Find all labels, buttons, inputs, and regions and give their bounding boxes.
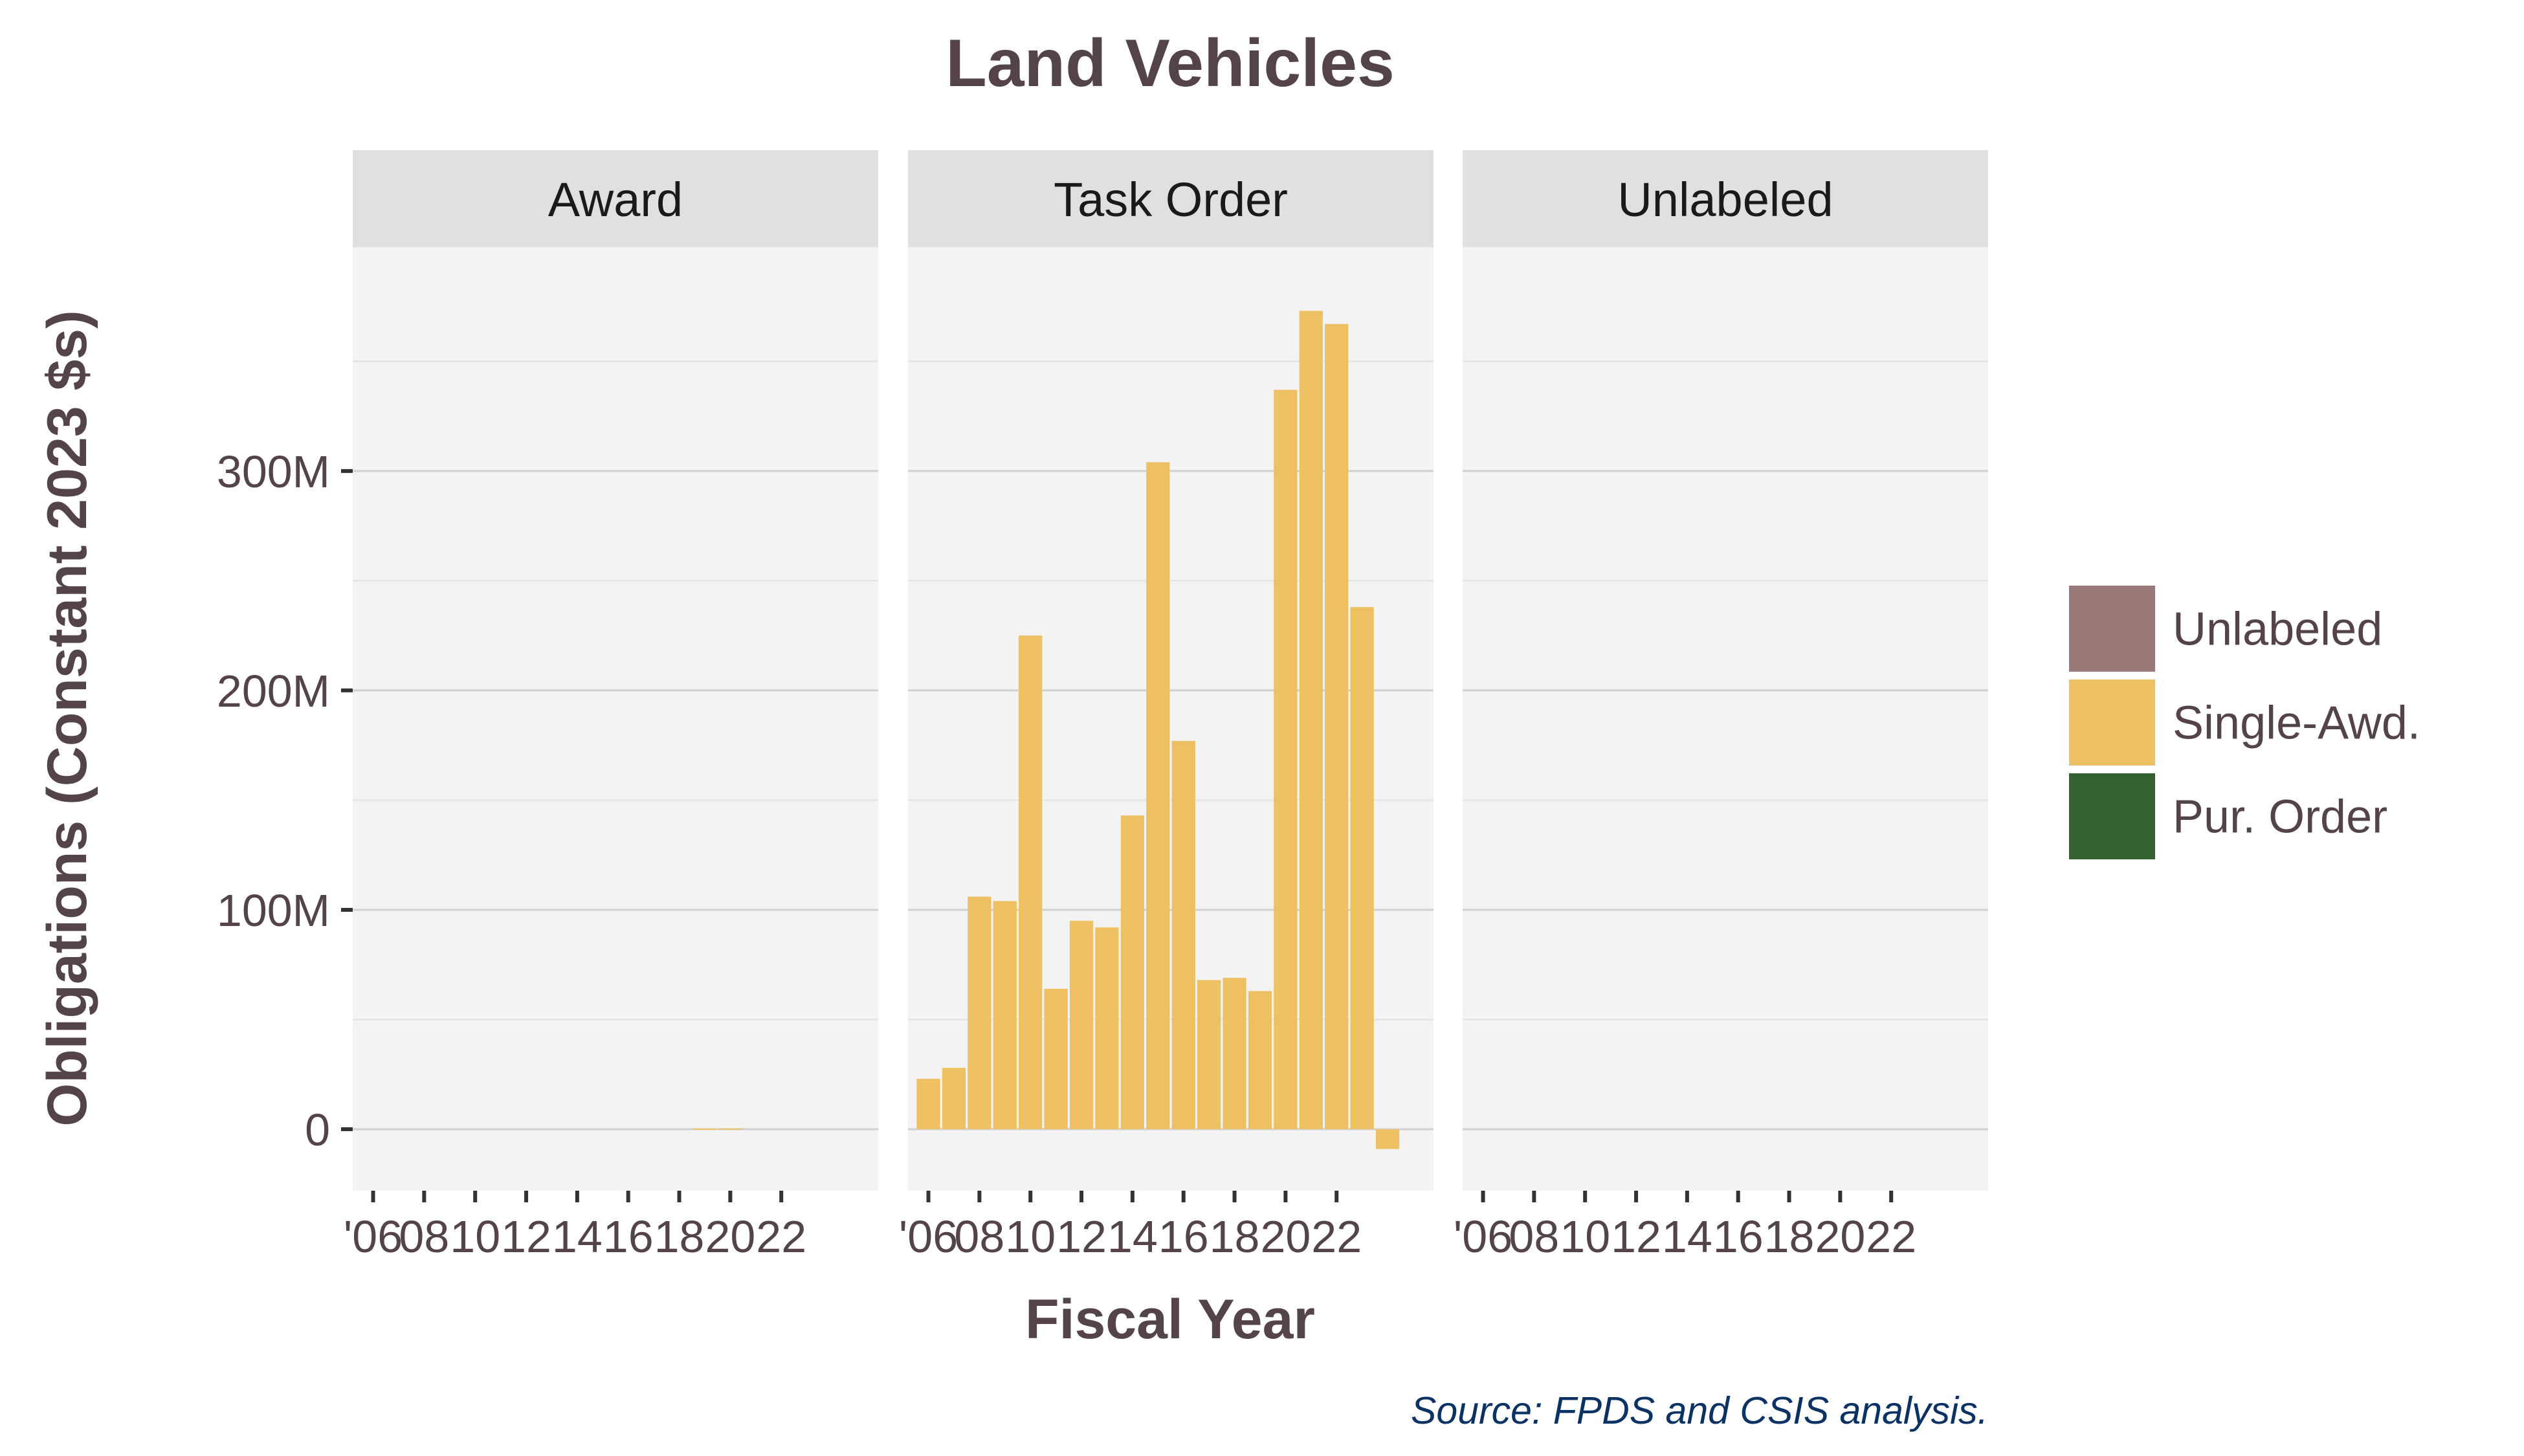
legend-key <box>2066 771 2158 862</box>
x-tick-label: 08 <box>399 1211 449 1262</box>
x-tick-label: 16 <box>603 1211 654 1262</box>
x-tick-label: 12 <box>1056 1211 1107 1262</box>
y-tick-label: 0 <box>305 1105 330 1155</box>
x-tick-label: 18 <box>1210 1211 1260 1262</box>
x-tick-label: 12 <box>1611 1211 1661 1262</box>
x-tick-label: '06 <box>344 1211 403 1262</box>
bar <box>1299 311 1323 1130</box>
bar <box>1350 607 1374 1130</box>
x-tick-label: 08 <box>1509 1211 1559 1262</box>
x-tick-label: 20 <box>1260 1211 1311 1262</box>
bar <box>942 1068 966 1130</box>
x-tick-label: 12 <box>501 1211 551 1262</box>
facet-strip <box>353 150 878 247</box>
bar <box>1171 740 1195 1130</box>
x-tick-label: 10 <box>450 1211 500 1262</box>
y-axis: 0 100M 200M 300M <box>217 447 353 1155</box>
legend-label: Unlabeled <box>2173 604 2382 656</box>
x-tick-label: 14 <box>1662 1211 1712 1262</box>
x-tick-label: 20 <box>1815 1211 1865 1262</box>
bar <box>1248 991 1272 1130</box>
x-tick-label: 10 <box>1560 1211 1610 1262</box>
chart-title: Land Vehicles <box>946 26 1395 101</box>
bar <box>718 1128 742 1130</box>
chart-caption: Source: FPDS and CSIS analysis. <box>1411 1389 1988 1432</box>
x-tick-label: 10 <box>1005 1211 1056 1262</box>
bar <box>1274 390 1298 1130</box>
facet-strip-label: Unlabeled <box>1617 173 1833 226</box>
x-tick-label: '06 <box>1454 1211 1512 1262</box>
bar <box>1197 980 1221 1130</box>
legend-label: Pur. Order <box>2173 791 2387 843</box>
x-tick-label: 16 <box>1158 1211 1209 1262</box>
facet-panel-background <box>1463 247 1988 1191</box>
x-tick-label: 08 <box>954 1211 1004 1262</box>
x-tick-label: 18 <box>654 1211 705 1262</box>
bar <box>1375 1129 1400 1149</box>
x-tick-label: '06 <box>899 1211 958 1262</box>
bar <box>993 901 1017 1130</box>
x-axis-title: Fiscal Year <box>1025 1288 1315 1351</box>
x-tick-label: 20 <box>705 1211 755 1262</box>
bar <box>1095 927 1119 1130</box>
x-tick-label: 14 <box>552 1211 603 1262</box>
facet-panel-background <box>353 247 878 1191</box>
facet-strip-label: Task Order <box>1054 173 1288 226</box>
bar <box>1044 989 1068 1130</box>
x-tick-label: 14 <box>1107 1211 1158 1262</box>
bar <box>1146 462 1170 1130</box>
y-tick-label: 200M <box>217 666 330 716</box>
facet-strip <box>908 150 1434 247</box>
y-tick-label: 300M <box>217 447 330 497</box>
bar <box>1223 978 1246 1130</box>
bar <box>968 896 991 1130</box>
legend-label: Single-Awd. <box>2173 698 2420 749</box>
facet-strip-label: Award <box>548 173 683 226</box>
bar <box>692 1129 717 1131</box>
x-tick-label: 22 <box>756 1211 806 1262</box>
bar <box>1325 324 1349 1130</box>
y-axis-title: Obligations (Constant 2023 $s) <box>36 310 98 1127</box>
bar <box>1120 815 1145 1130</box>
x-tick-label: 16 <box>1713 1211 1764 1262</box>
facet-strip <box>1463 150 1988 247</box>
x-tick-label: 22 <box>1866 1211 1916 1262</box>
legend: Unlabeled Single-Awd. Pur. Order <box>2066 583 2420 862</box>
legend-key <box>2066 583 2158 674</box>
bar <box>1019 635 1043 1130</box>
bar <box>916 1079 940 1130</box>
bar <box>1069 920 1094 1130</box>
x-tick-label: 18 <box>1764 1211 1815 1262</box>
x-tick-label: 22 <box>1311 1211 1362 1262</box>
y-tick-label: 100M <box>217 885 330 936</box>
legend-key <box>2066 677 2158 768</box>
